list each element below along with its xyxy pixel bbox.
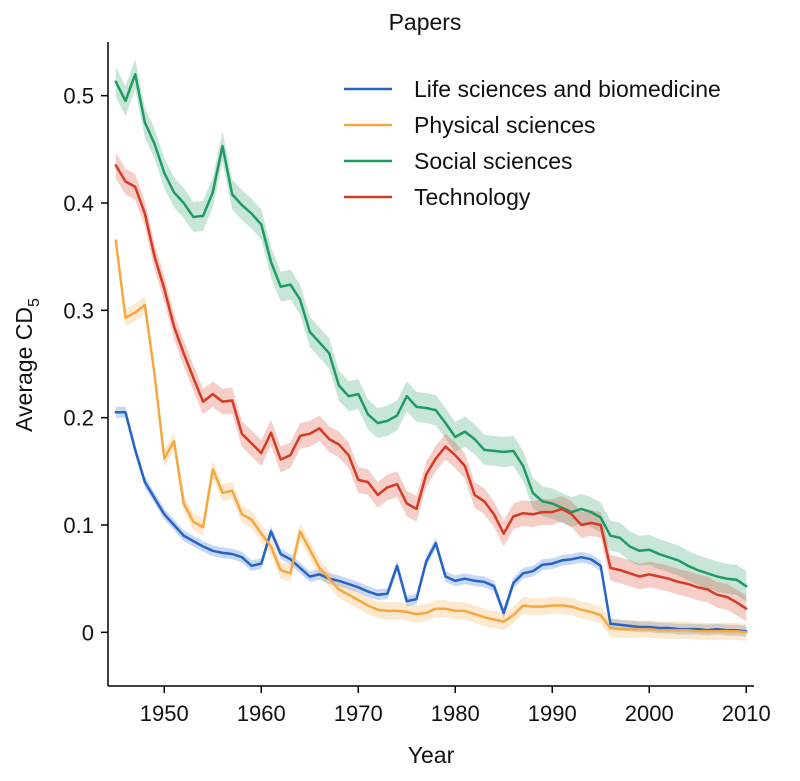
chart-title: Papers — [389, 9, 462, 35]
y-axis-title: Average CD5 — [11, 298, 43, 432]
series-band — [115, 406, 747, 637]
legend-label: Social sciences — [414, 148, 573, 174]
series-line — [114, 164, 748, 610]
legend-label: Technology — [414, 184, 531, 210]
legend: Life sciences and biomedicine Physical sc… — [344, 76, 721, 210]
x-tick-label: 2010 — [722, 701, 771, 726]
y-tick-label: 0.3 — [63, 298, 94, 323]
x-tick-label: 1970 — [334, 701, 383, 726]
x-tick-label: 1950 — [140, 701, 189, 726]
y-tick-label: 0 — [82, 620, 94, 645]
series-band — [115, 152, 747, 622]
series-line — [114, 411, 748, 633]
series-line — [114, 239, 748, 634]
y-ticks: 0 0.1 0.2 0.3 0.4 0.5 — [63, 84, 108, 645]
plot-area — [114, 59, 748, 641]
legend-label: Life sciences and biomedicine — [414, 76, 721, 102]
axes — [107, 42, 754, 687]
y-axis-title-subscript: 5 — [26, 298, 43, 307]
legend-label: Physical sciences — [414, 112, 596, 138]
x-tick-label: 2000 — [625, 701, 674, 726]
x-tick-label: 1980 — [431, 701, 480, 726]
y-tick-label: 0.2 — [63, 406, 94, 431]
series-line — [114, 72, 748, 588]
x-tick-label: 1960 — [237, 701, 286, 726]
x-axis-title: Year — [408, 742, 455, 768]
y-tick-label: 0.5 — [63, 84, 94, 109]
y-tick-label: 0.1 — [63, 513, 94, 538]
y-tick-label: 0.4 — [63, 191, 94, 216]
y-axis-title-main: Average CD — [11, 307, 37, 432]
x-tick-label: 1990 — [528, 701, 577, 726]
series-band — [115, 59, 747, 602]
x-ticks: 1950 1960 1970 1980 1990 2000 2010 — [140, 686, 771, 726]
